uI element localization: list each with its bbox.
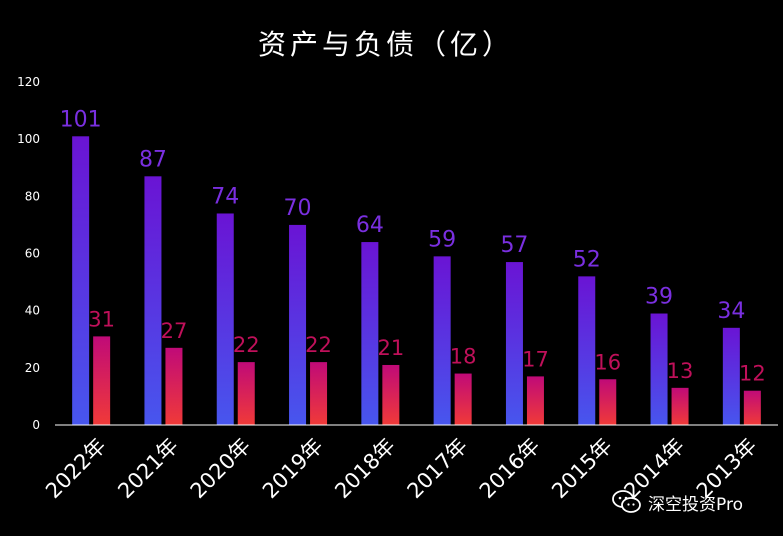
data-label-asset: 39 xyxy=(645,285,673,310)
bar-asset xyxy=(144,176,162,425)
y-tick-label: 80 xyxy=(25,189,40,203)
data-label-asset: 52 xyxy=(573,247,601,272)
y-tick-label: 120 xyxy=(17,75,40,89)
y-tick-label: 40 xyxy=(25,304,40,318)
bar-liability xyxy=(237,362,255,425)
y-tick-label: 0 xyxy=(32,418,40,432)
bar-asset xyxy=(361,242,379,425)
data-label-liability: 16 xyxy=(594,350,621,374)
bar-liability xyxy=(526,376,544,425)
bar-liability xyxy=(671,387,689,425)
x-tick-label: 2019年 xyxy=(258,434,328,504)
data-label-asset: 57 xyxy=(500,233,528,258)
bar-asset xyxy=(578,276,596,425)
data-label-asset: 34 xyxy=(717,299,745,324)
data-label-liability: 31 xyxy=(88,307,115,331)
x-tick-label: 2022年 xyxy=(41,434,111,504)
data-label-asset: 59 xyxy=(428,227,456,252)
data-label-liability: 27 xyxy=(161,319,188,343)
y-tick-label: 100 xyxy=(17,132,40,146)
bar-asset xyxy=(72,136,90,425)
x-tick-label: 2016年 xyxy=(475,434,545,504)
bars-group: 101 31 87 27 74 22 70 22 64 21 59 18 57 17 52 16 39 13 34 1… xyxy=(60,107,766,425)
x-tick-label: 2018年 xyxy=(330,434,400,504)
data-label-liability: 22 xyxy=(233,333,260,357)
bar-asset xyxy=(289,224,307,425)
bar-liability xyxy=(165,347,183,425)
data-label-asset: 70 xyxy=(284,196,312,221)
wechat-icon xyxy=(612,490,641,513)
x-tick-label: 2021年 xyxy=(113,434,183,504)
chart-title: 资产与负债（亿） xyxy=(258,28,514,61)
data-label-asset: 87 xyxy=(139,147,167,172)
bar-asset xyxy=(433,256,451,425)
data-label-asset: 64 xyxy=(356,213,384,238)
watermark: 深空投资Pro xyxy=(612,488,743,516)
bar-liability xyxy=(454,373,472,425)
bar-liability xyxy=(310,362,328,425)
bar-asset xyxy=(650,313,668,425)
bar-asset xyxy=(722,327,740,425)
bar-liability xyxy=(743,390,761,425)
watermark-text: 深空投资Pro xyxy=(648,494,743,515)
bar-asset xyxy=(505,262,523,425)
y-tick-label: 20 xyxy=(25,361,40,375)
data-label-liability: 13 xyxy=(667,359,694,383)
bar-liability xyxy=(93,336,111,425)
data-label-liability: 17 xyxy=(522,347,549,371)
y-axis: 0 20 40 60 80 100 120 xyxy=(17,75,40,432)
data-label-liability: 12 xyxy=(739,362,766,386)
data-label-liability: 21 xyxy=(377,336,404,360)
bar-liability xyxy=(382,364,400,425)
data-label-asset: 101 xyxy=(60,107,102,132)
y-tick-label: 60 xyxy=(25,247,40,261)
data-label-liability: 18 xyxy=(450,345,477,369)
x-tick-label: 2015年 xyxy=(547,434,617,504)
bar-liability xyxy=(599,379,617,425)
data-label-liability: 22 xyxy=(305,333,332,357)
x-tick-label: 2017年 xyxy=(403,434,473,504)
bar-asset xyxy=(216,213,234,425)
x-tick-label: 2020年 xyxy=(186,434,256,504)
data-label-asset: 74 xyxy=(211,184,239,209)
